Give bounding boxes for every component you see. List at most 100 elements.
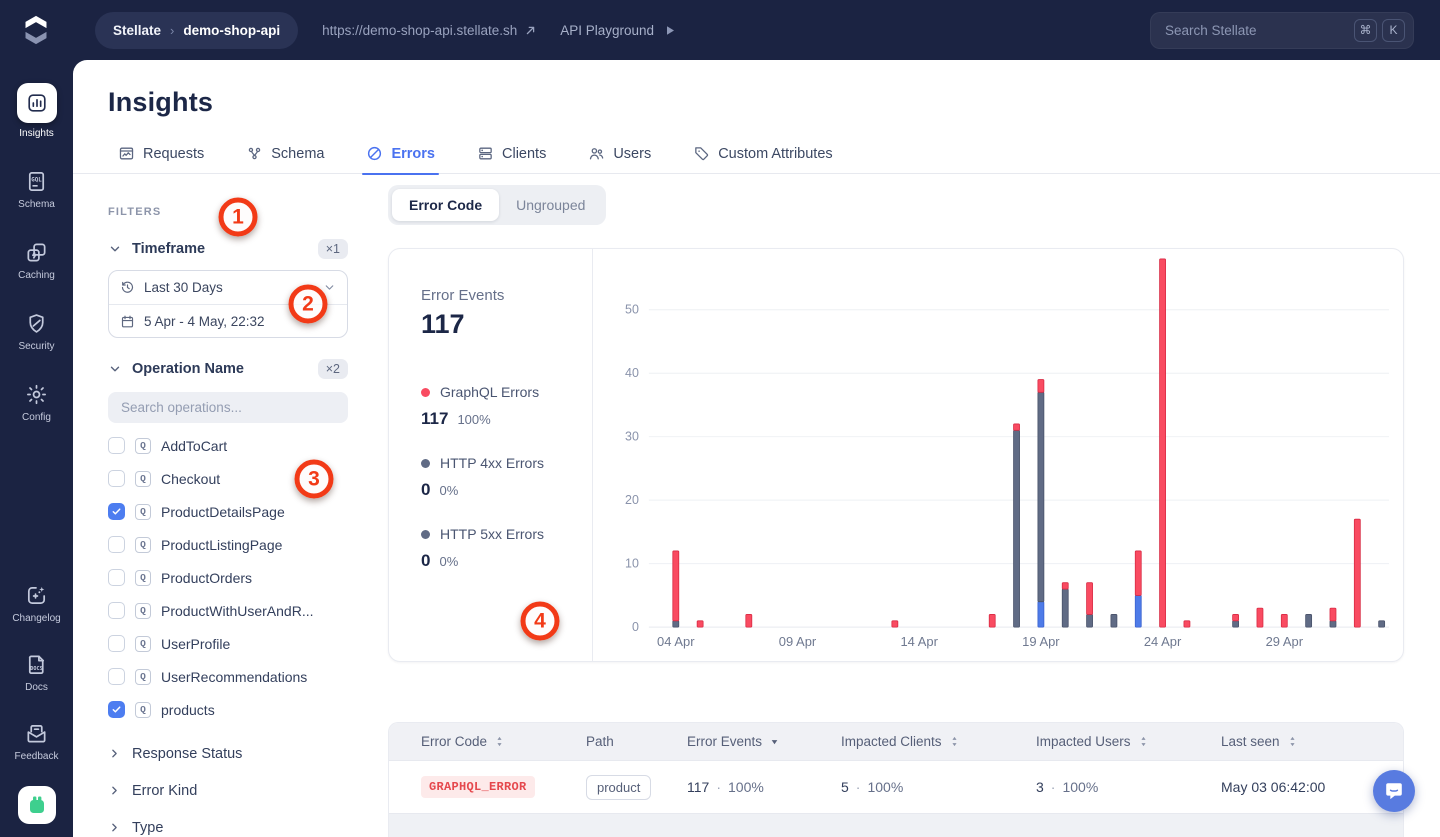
bar-17-apr-graphql-errors[interactable]	[988, 614, 996, 628]
checkbox[interactable]	[108, 569, 125, 586]
operation-option-userprofile[interactable]: Q UserProfile	[108, 627, 348, 660]
bar-18-apr-graphql-errors[interactable]	[1013, 423, 1020, 431]
bar-24-apr-graphql-errors[interactable]	[1159, 258, 1166, 628]
timeframe-range-select[interactable]: Last 30 Days	[109, 271, 347, 304]
bar-29-apr-graphql-errors[interactable]	[1280, 614, 1288, 628]
checkbox-checked[interactable]	[108, 503, 125, 520]
y-axis-tick: 40	[625, 366, 639, 380]
bar-20-apr-slate-series-unlabeled[interactable]	[1061, 588, 1069, 628]
operation-search[interactable]	[108, 392, 348, 423]
breadcrumb[interactable]: Stellate › demo-shop-api	[95, 11, 299, 49]
sort-both-icon	[948, 735, 961, 748]
global-search-input[interactable]	[1165, 22, 1349, 38]
legend-item-graphql-errors: GraphQL Errors 117 100%	[421, 384, 574, 429]
checkbox[interactable]	[108, 470, 125, 487]
operation-name-count-badge[interactable]: ×2	[317, 359, 348, 379]
sidebar-item-config[interactable]: Config	[0, 381, 73, 423]
x-axis-tick: 04 Apr	[657, 634, 695, 649]
bar-07-apr-graphql-errors[interactable]	[745, 614, 753, 628]
bar-19-apr-blue-series-unlabeled[interactable]	[1037, 601, 1045, 628]
operation-option-productorders[interactable]: Q ProductOrders	[108, 561, 348, 594]
checkbox[interactable]	[108, 668, 125, 685]
bar-04-apr-slate-series-unlabeled[interactable]	[672, 620, 680, 628]
bar-03-may-slate-series-unlabeled[interactable]	[1378, 620, 1386, 628]
tag-icon	[693, 145, 710, 162]
operation-search-input[interactable]	[121, 400, 335, 415]
bar-04-apr-graphql-errors[interactable]	[672, 550, 680, 622]
metric-value: 117	[687, 779, 710, 795]
bar-01-may-slate-series-unlabeled[interactable]	[1329, 620, 1337, 628]
sidebar-item-security[interactable]: Security	[0, 310, 73, 352]
toggle-option-error-code[interactable]: Error Code	[392, 189, 500, 221]
tab-custom-attributes[interactable]: Custom Attributes	[693, 145, 833, 175]
column-header-last-seen[interactable]: Last seen	[1221, 734, 1403, 749]
global-search[interactable]: ⌘ K	[1150, 11, 1414, 49]
column-header-impacted-clients[interactable]: Impacted Clients	[841, 734, 1036, 749]
sidebar-item-feedback[interactable]: Feedback	[0, 720, 73, 762]
checkbox-checked[interactable]	[108, 701, 125, 718]
bar-28-apr-graphql-errors[interactable]	[1256, 607, 1264, 628]
bar-21-apr-graphql-errors[interactable]	[1086, 582, 1093, 615]
support-chat-launcher[interactable]	[17, 786, 56, 824]
bar-01-may-graphql-errors[interactable]	[1329, 607, 1337, 622]
legend-value: 117	[421, 409, 449, 428]
tab-requests[interactable]: Requests	[118, 145, 204, 175]
stellate-logo[interactable]	[17, 11, 55, 49]
checkbox[interactable]	[108, 635, 125, 652]
timeframe-date-range[interactable]: 5 Apr - 4 May, 22:32	[109, 304, 347, 337]
bar-25-apr-graphql-errors[interactable]	[1183, 620, 1191, 628]
bar-21-apr-slate-series-unlabeled[interactable]	[1086, 614, 1093, 628]
column-header-impacted-users[interactable]: Impacted Users	[1036, 734, 1221, 749]
operation-option-userrecommendations[interactable]: Q UserRecommendations	[108, 660, 348, 693]
sidebar-item-schema[interactable]: GQL Schema	[0, 168, 73, 210]
table-row-graphql-error[interactable]: GRAPHQL_ERROR product 117 · 100% 5 · 100% 3 · 100%…	[389, 761, 1403, 813]
filter-group-timeframe[interactable]: Timeframe ×1	[108, 239, 348, 259]
bar-23-apr-graphql-errors[interactable]	[1134, 550, 1142, 596]
bar-13-apr-graphql-errors[interactable]	[891, 620, 899, 628]
toggle-option-ungrouped[interactable]: Ungrouped	[516, 197, 586, 213]
checkbox[interactable]	[108, 602, 125, 619]
bar-30-apr-slate-series-unlabeled[interactable]	[1305, 614, 1313, 628]
api-playground-button[interactable]: API Playground	[560, 23, 677, 38]
bar-20-apr-graphql-errors[interactable]	[1061, 582, 1069, 590]
bar-22-apr-slate-series-unlabeled[interactable]	[1110, 614, 1118, 628]
chat-bubble-button[interactable]	[1373, 770, 1415, 812]
tab-schema[interactable]: Schema	[246, 145, 324, 175]
tab-clients[interactable]: Clients	[477, 145, 546, 175]
checkbox[interactable]	[108, 536, 125, 553]
error-events-chart[interactable]: 0 10 20 30 40 50 04 Apr 09 Apr 14 Apr 19 Apr 24 Ap…	[593, 249, 1403, 661]
bar-18-apr-slate-series-unlabeled[interactable]	[1013, 429, 1020, 628]
bar-27-apr-graphql-errors[interactable]	[1232, 614, 1240, 622]
api-url-link[interactable]: https://demo-shop-api.stellate.sh	[322, 23, 538, 38]
bar-02-may-graphql-errors[interactable]	[1353, 518, 1361, 628]
operation-option-productwithuserandr[interactable]: Q ProductWithUserAndR...	[108, 594, 348, 627]
bar-19-apr-graphql-errors[interactable]	[1037, 379, 1045, 393]
operation-option-productlistingpage[interactable]: Q ProductListingPage	[108, 528, 348, 561]
bar-05-apr-graphql-errors[interactable]	[696, 620, 704, 628]
timeframe-count-badge[interactable]: ×1	[317, 239, 348, 259]
bar-23-apr-blue-series-unlabeled[interactable]	[1134, 595, 1142, 628]
sidebar-item-caching[interactable]: Caching	[0, 239, 73, 281]
requests-icon	[118, 145, 135, 162]
tab-errors[interactable]: Errors	[362, 145, 439, 175]
operation-option-addtocart[interactable]: Q AddToCart	[108, 429, 348, 462]
bar-27-apr-slate-series-unlabeled[interactable]	[1232, 620, 1240, 628]
bar-19-apr-slate-series-unlabeled[interactable]	[1037, 391, 1045, 603]
query-type-badge: Q	[135, 569, 151, 586]
tab-users[interactable]: Users	[588, 145, 651, 175]
column-header-error-code[interactable]: Error Code	[421, 734, 586, 749]
filter-group-operation-name[interactable]: Operation Name ×2	[108, 359, 348, 379]
query-type-badge: Q	[135, 602, 151, 619]
column-header-error-events[interactable]: Error Events	[687, 734, 841, 749]
sidebar-item-docs[interactable]: DOCS Docs	[0, 651, 73, 693]
filter-group-response-status[interactable]: Response Status	[108, 735, 348, 772]
operation-option-checkout[interactable]: Q Checkout	[108, 462, 348, 495]
filter-group-type[interactable]: Type	[108, 809, 348, 837]
filter-group-error-kind[interactable]: Error Kind	[108, 772, 348, 809]
sidebar-item-changelog[interactable]: Changelog	[0, 582, 73, 624]
chevron-down-icon	[108, 362, 122, 376]
sidebar-item-insights[interactable]: Insights	[0, 83, 73, 139]
checkbox[interactable]	[108, 437, 125, 454]
operation-option-productdetailspage[interactable]: Q ProductDetailsPage	[108, 495, 348, 528]
